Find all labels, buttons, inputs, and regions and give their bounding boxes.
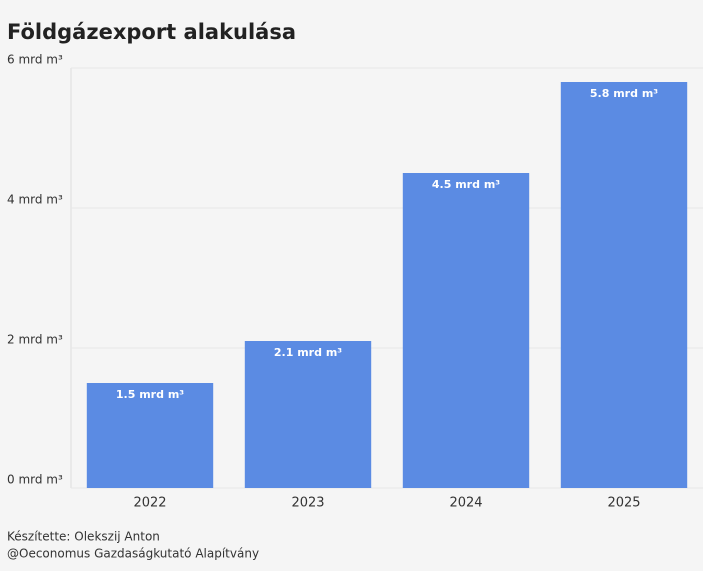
x-tick-label: 2025 — [607, 496, 640, 511]
x-tick-label: 2024 — [449, 496, 482, 511]
y-tick-label: 6 mrd m³ — [7, 53, 63, 67]
data-label: 5.8 mrd m³ — [590, 87, 658, 100]
bar — [560, 82, 688, 488]
data-label: 4.5 mrd m³ — [432, 178, 500, 191]
y-tick-label: 0 mrd m³ — [7, 473, 63, 487]
chart-title: Földgázexport alakulása — [7, 20, 296, 44]
data-label: 1.5 mrd m³ — [116, 388, 184, 401]
data-label: 2.1 mrd m³ — [274, 346, 342, 359]
x-tick-label: 2023 — [291, 496, 324, 511]
bar — [244, 341, 372, 488]
footer-line: Készítette: Olekszij Anton — [7, 530, 160, 544]
bar — [86, 383, 214, 488]
x-tick-label: 2022 — [133, 496, 166, 511]
y-tick-label: 4 mrd m³ — [7, 193, 63, 207]
bar — [402, 173, 530, 488]
y-tick-label: 2 mrd m³ — [7, 333, 63, 347]
footer-line: @Oeconomus Gazdaságkutató Alapítvány — [7, 547, 259, 561]
